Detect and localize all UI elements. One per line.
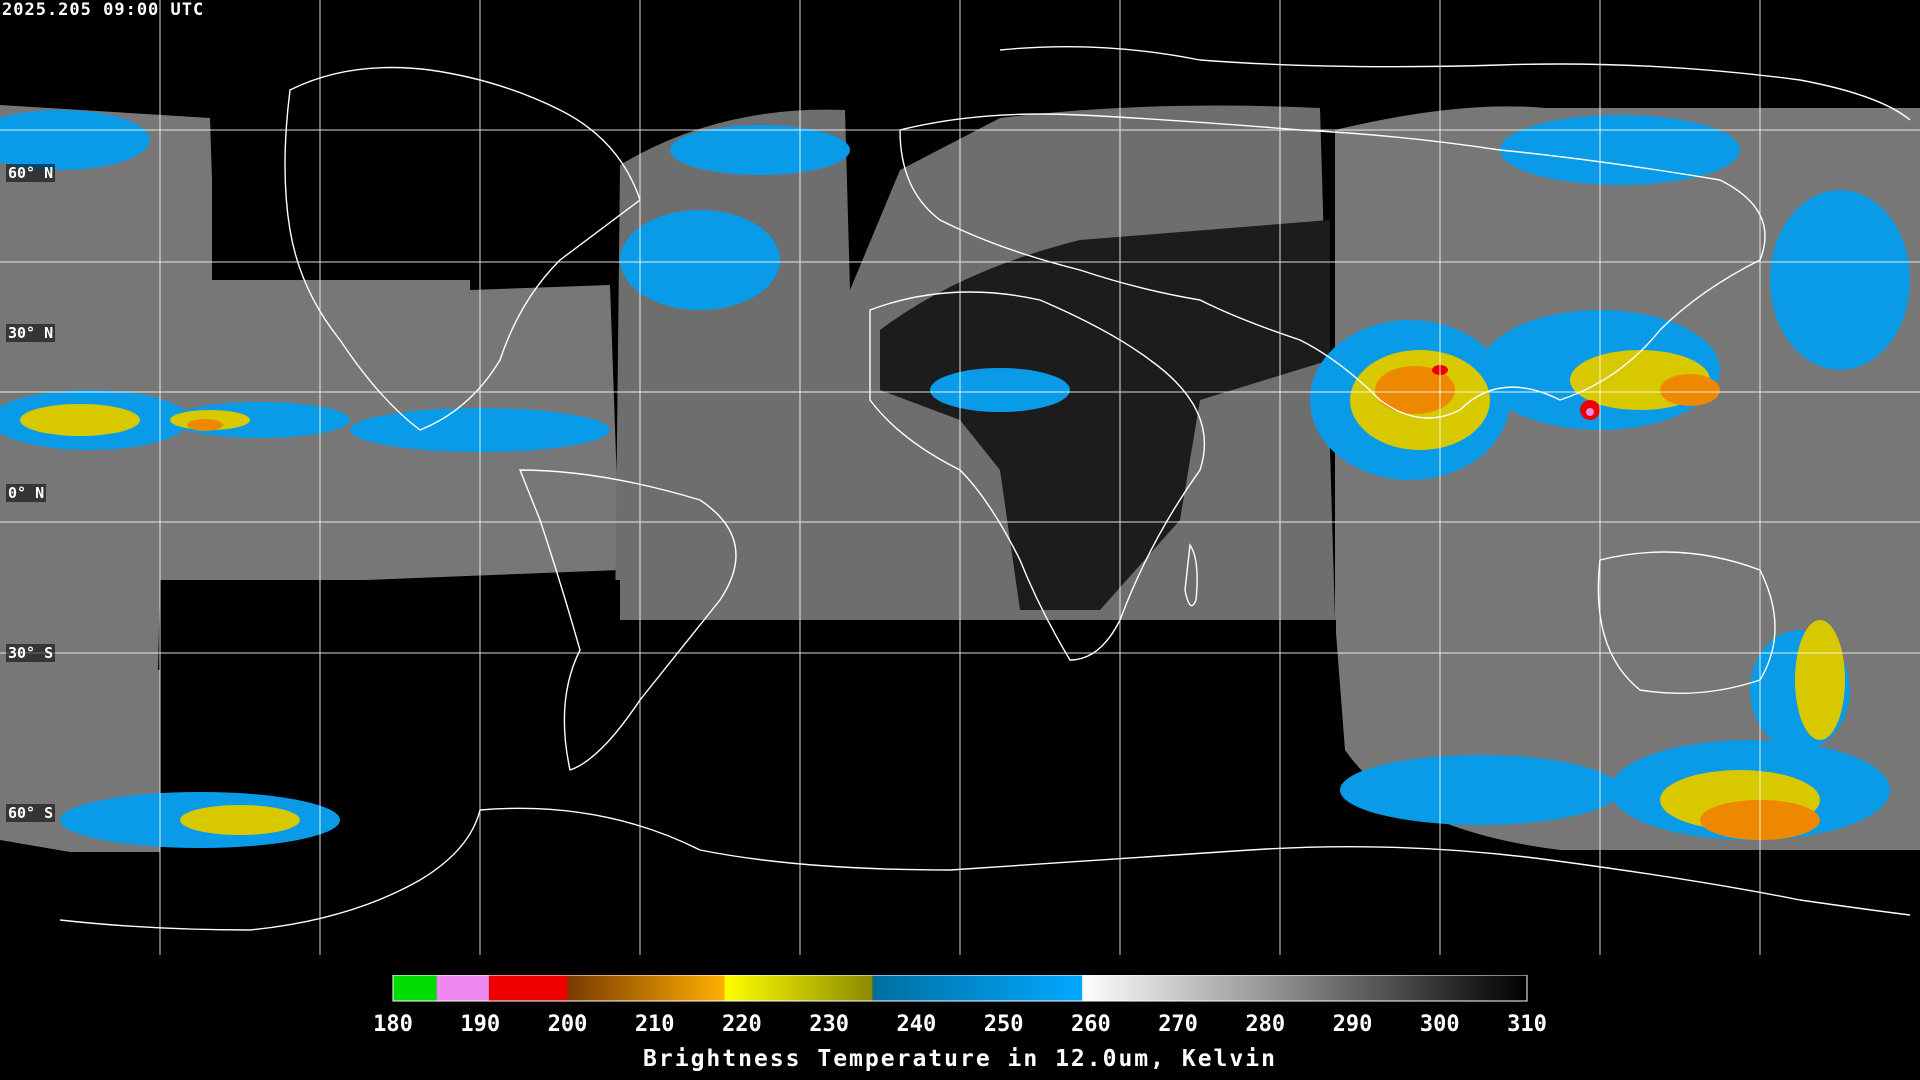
east-pacific-imagery (0, 105, 620, 852)
colorbar-segment-6 (1082, 975, 1527, 1001)
graticule (0, 0, 1920, 955)
lat-label-30n: 30° N (6, 324, 56, 342)
colorbar-tick-label: 200 (547, 1012, 588, 1037)
lat-label-60n: 60° N (6, 164, 56, 182)
north-america-gap (212, 120, 617, 280)
colorbar-tick-label: 310 (1507, 1012, 1547, 1037)
colorbar-segment-5 (872, 975, 1083, 1001)
colorbar-tick-label: 190 (460, 1012, 501, 1037)
colorbar-segments (393, 975, 1527, 1001)
colorbar-segment-4 (724, 975, 873, 1001)
colorbar-tick-label: 230 (809, 1012, 850, 1037)
colorbar-tick-label: 290 (1332, 1012, 1373, 1037)
lat-label-0n: 0° N (6, 484, 47, 502)
colorbar-tick-label: 260 (1070, 1012, 1111, 1037)
colorbar-tick-label: 250 (983, 1012, 1024, 1037)
colorbar-tick-label: 220 (722, 1012, 762, 1037)
colorbar-tick-label: 240 (896, 1012, 937, 1037)
colorbar-ticks: 180 190 200 210 220 230 240 250 260 270 280 290 300 3… (0, 1012, 1920, 1038)
colorbar-tick-label: 270 (1158, 1012, 1198, 1037)
timestamp: 2025.205 09:00 UTC (2, 0, 205, 20)
atlantic-gap (618, 620, 1336, 960)
colorbar-tick-label: 280 (1245, 1012, 1286, 1037)
colorbar-segment-3 (567, 975, 725, 1001)
colorbar-title: Brightness Temperature in 12.0um, Kelvin (643, 1046, 1277, 1072)
colorbar-tick-label: 210 (634, 1012, 675, 1037)
lat-label-60s: 60° S (6, 804, 56, 822)
colorbar-segment-1 (436, 975, 489, 1001)
imagery-layer (0, 105, 1920, 960)
colorbar-segment-0 (393, 975, 437, 1001)
colorbar-segment-2 (488, 975, 568, 1001)
lat-label-30s: 30° S (6, 644, 56, 662)
colorbar-frame (392, 975, 1528, 1002)
colorbar-tick-label: 300 (1419, 1012, 1460, 1037)
coastlines (59, 45, 1911, 931)
colorbar (392, 975, 1528, 1002)
colorbar-tick-label: 180 (373, 1012, 413, 1037)
dry-region-imagery (880, 220, 1330, 610)
